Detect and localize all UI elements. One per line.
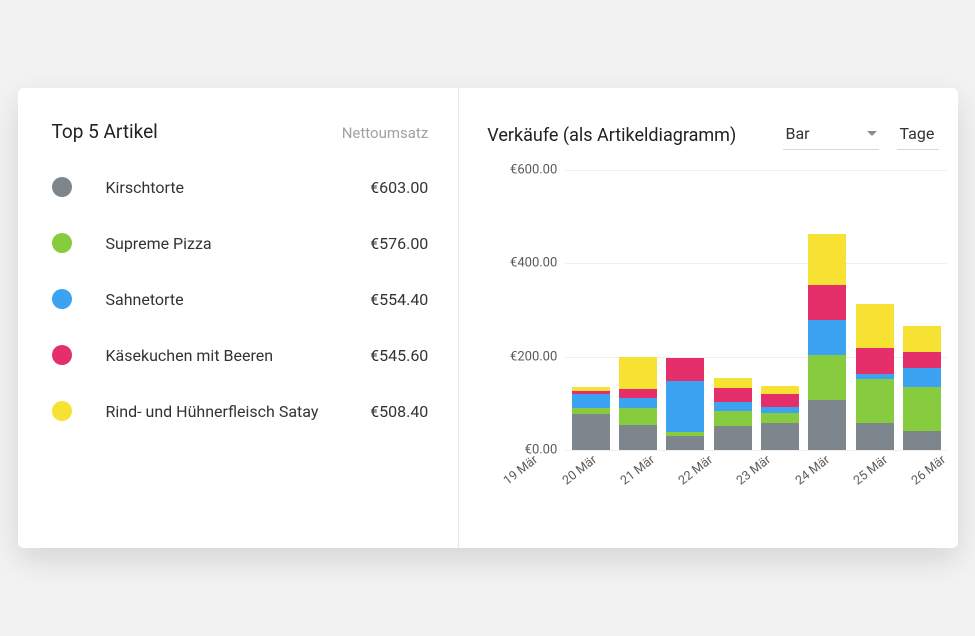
chart-y-tick-label: €600.00 — [487, 163, 557, 178]
chart-x-axis: 19 Mär20 Mär21 Mär22 Mär23 Mär24 Mär25 M… — [487, 458, 957, 473]
chart-x-tick-label: 24 Mär — [793, 453, 832, 488]
color-swatch — [52, 233, 72, 253]
item-name: Supreme Pizza — [106, 234, 371, 253]
chart-bar-segment — [856, 423, 894, 450]
chart-bar — [619, 357, 657, 450]
list-item: Supreme Pizza€576.00 — [52, 233, 429, 253]
chart-bar-segment — [572, 394, 610, 408]
top-items-header: Top 5 Artikel Nettoumsatz — [52, 120, 429, 143]
chart-type-value: Bar — [785, 124, 809, 143]
chart-plot-area: €0.00€200.00€400.00€600.00 — [565, 170, 947, 450]
chart-y-tick-label: €200.00 — [487, 349, 557, 364]
chart-bar-segment — [619, 357, 657, 389]
chart-bar-segment — [666, 381, 704, 432]
chart-bar-segment — [856, 379, 894, 423]
color-swatch — [52, 289, 72, 309]
list-item: Kirschtorte€603.00 — [52, 177, 429, 197]
chart-bar-segment — [856, 348, 894, 374]
item-name: Kirschtorte — [106, 178, 371, 197]
item-name: Sahnetorte — [106, 290, 371, 309]
chart-bars — [565, 170, 947, 450]
list-item: Rind- und Hühnerfleisch Satay€508.40 — [52, 401, 429, 421]
chart-bar-segment — [761, 413, 799, 423]
chart-bar-segment — [666, 436, 704, 450]
chart-x-tick-label: 25 Mär — [851, 453, 890, 488]
top-items-title: Top 5 Artikel — [52, 120, 158, 143]
chevron-down-icon — [867, 131, 877, 136]
chart-x-tick-label: 20 Mär — [559, 453, 598, 488]
chart-bar — [666, 358, 704, 450]
chart-bar-segment — [808, 234, 846, 285]
chart-bar-segment — [808, 320, 846, 355]
chart-bar-segment — [619, 425, 657, 450]
item-name: Rind- und Hühnerfleisch Satay — [106, 402, 371, 421]
chart-range-value: Tage — [899, 124, 934, 143]
chart-bar-segment — [572, 414, 610, 450]
chart-gridline — [565, 450, 947, 451]
item-name: Käsekuchen mit Beeren — [106, 346, 371, 365]
chart-bar-segment — [808, 355, 846, 399]
chart-bar-segment — [761, 423, 799, 450]
chart-bar-segment — [761, 394, 799, 407]
chart-bar-segment — [903, 368, 941, 387]
color-swatch — [52, 401, 72, 421]
top-items-metric-label: Nettoumsatz — [342, 124, 429, 142]
chart-bar-segment — [903, 352, 941, 368]
chart-bar-segment — [808, 285, 846, 320]
chart-bar-segment — [666, 358, 704, 381]
item-value: €508.40 — [370, 402, 428, 421]
chart-bar-segment — [714, 426, 752, 450]
chart-bar-segment — [714, 411, 752, 426]
list-item: Sahnetorte€554.40 — [52, 289, 429, 309]
chart-bar-segment — [903, 387, 941, 431]
list-item: Käsekuchen mit Beeren€545.60 — [52, 345, 429, 365]
chart-bar-segment — [903, 326, 941, 352]
chart-bar-segment — [761, 386, 799, 394]
chart-y-tick-label: €0.00 — [487, 443, 557, 458]
top-items-panel: Top 5 Artikel Nettoumsatz Kirschtorte€60… — [18, 88, 460, 548]
color-swatch — [52, 345, 72, 365]
chart-bar — [903, 326, 941, 450]
top-items-list: Kirschtorte€603.00 Supreme Pizza€576.00 Sa… — [52, 177, 429, 421]
chart-type-select[interactable]: Bar — [783, 120, 879, 150]
sales-chart: €0.00€200.00€400.00€600.00 19 Mär20 Mär2… — [487, 170, 957, 510]
chart-bar — [808, 234, 846, 450]
chart-bar-segment — [619, 389, 657, 398]
item-value: €554.40 — [370, 290, 428, 309]
chart-y-tick-label: €400.00 — [487, 256, 557, 271]
sales-chart-panel: Verkäufe (als Artikeldiagramm) Bar Tage … — [459, 88, 957, 548]
chart-bar-segment — [714, 378, 752, 387]
item-value: €603.00 — [370, 178, 428, 197]
chart-bar-segment — [714, 402, 752, 410]
chart-range-select[interactable]: Tage — [897, 120, 939, 150]
chart-x-tick-label: 22 Mär — [676, 453, 715, 488]
chart-x-tick-label: 23 Mär — [734, 453, 773, 488]
chart-bar — [714, 378, 752, 450]
chart-x-tick-label: 26 Mär — [909, 453, 948, 488]
item-value: €545.60 — [370, 346, 428, 365]
item-value: €576.00 — [370, 234, 428, 253]
dashboard-card: Top 5 Artikel Nettoumsatz Kirschtorte€60… — [18, 88, 958, 548]
chart-bar — [572, 387, 610, 450]
chart-bar-segment — [619, 408, 657, 426]
sales-chart-title: Verkäufe (als Artikeldiagramm) — [487, 125, 736, 146]
chart-bar-segment — [714, 388, 752, 403]
chart-x-tick-label: 21 Mär — [618, 453, 657, 488]
chart-bar-segment — [903, 431, 941, 450]
chart-bar-segment — [619, 398, 657, 407]
chart-x-tick-label: 19 Mär — [501, 453, 540, 488]
sales-chart-header: Verkäufe (als Artikeldiagramm) Bar Tage — [487, 120, 957, 150]
chart-bar-segment — [808, 400, 846, 450]
chart-bar-segment — [856, 304, 894, 348]
chart-bar — [761, 386, 799, 450]
chart-bar — [856, 304, 894, 450]
color-swatch — [52, 177, 72, 197]
